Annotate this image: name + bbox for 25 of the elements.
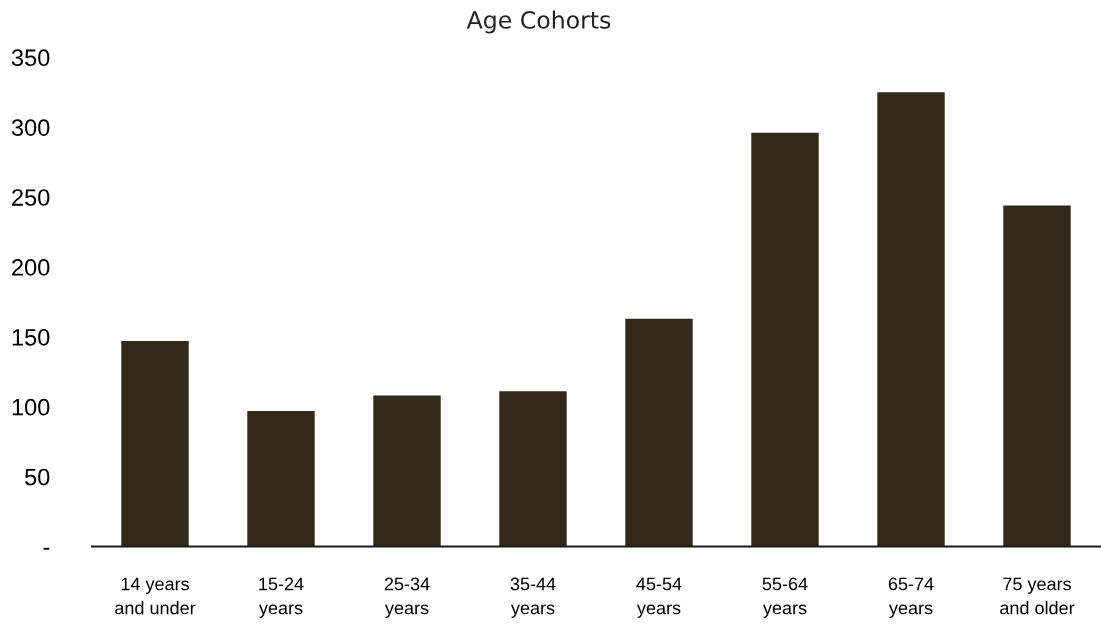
y-tick-label: 350 — [11, 49, 50, 67]
bar — [877, 92, 945, 547]
chart-title: Age Cohorts — [466, 10, 611, 34]
bar — [625, 318, 693, 547]
bar — [751, 132, 819, 547]
bar — [373, 395, 441, 547]
bar — [1003, 205, 1071, 547]
x-tick-label: 25-34 years — [384, 577, 430, 618]
x-tick-label: 14 years and under — [115, 577, 196, 615]
y-tick-label: 100 — [12, 398, 50, 416]
x-tick-label: 35-44 years — [510, 577, 556, 618]
x-tick-label: 75 years and older — [1000, 577, 1075, 615]
y-tick-label: 50 — [25, 468, 50, 486]
x-tick-label: 15-24 years — [258, 577, 304, 618]
x-tick-label: 45-54 years — [636, 577, 682, 618]
bar — [247, 410, 315, 547]
bar — [121, 341, 189, 547]
y-tick-label: 150 — [12, 328, 50, 346]
y-tick-label: 300 — [11, 119, 50, 136]
y-tick-label: - — [43, 547, 50, 550]
y-tick-label: 250 — [12, 189, 50, 206]
x-tick-label: 65-74 years — [888, 577, 934, 618]
x-tick-label: 55-64 years — [762, 577, 808, 618]
bar — [499, 391, 567, 547]
y-tick-label: 200 — [12, 259, 50, 276]
